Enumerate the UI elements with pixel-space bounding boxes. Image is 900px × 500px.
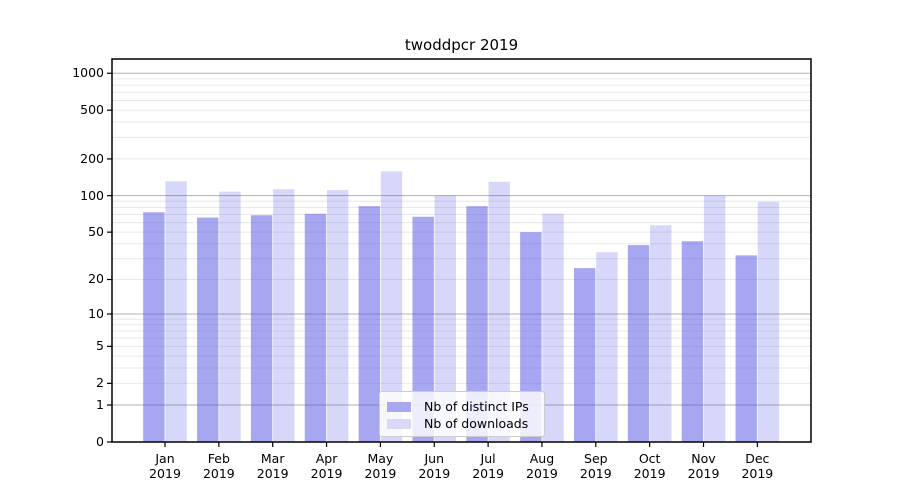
x-tick-year: 2019 (418, 466, 451, 481)
x-tick-label-dec: Dec 2019 (727, 451, 787, 481)
x-tick-label-jun: Jun 2019 (404, 451, 464, 481)
x-tick-label-nov: Nov 2019 (674, 451, 734, 481)
legend-label-distinct-ips: Nb of distinct IPs (424, 399, 529, 414)
y-tick-label-50: 50 (88, 224, 104, 240)
x-tick-month: Oct (638, 451, 661, 466)
y-tick-label-0: 0 (96, 434, 104, 449)
x-tick-month: Jun (424, 451, 445, 466)
x-tick-month: Dec (745, 451, 770, 466)
bar-distinct-ips-feb (197, 217, 219, 442)
x-tick-label-sep: Sep 2019 (566, 451, 626, 481)
legend-swatch-downloads (387, 418, 411, 429)
x-tick-label-jul: Jul 2019 (458, 451, 518, 481)
bar-distinct-ips-apr (304, 213, 327, 442)
x-tick-year: 2019 (256, 466, 289, 481)
x-tick-label-aug: Aug 2019 (512, 451, 572, 481)
y-tick-label-5: 5 (96, 338, 104, 354)
bar-downloads-jun (434, 195, 457, 442)
legend-item-downloads: Nb of downloads (380, 415, 544, 432)
legend-item-distinct-ips: Nb of distinct IPs (380, 398, 544, 415)
bar-downloads-dec (757, 201, 780, 442)
x-tick-year: 2019 (472, 466, 504, 481)
x-tick-label-may: May 2019 (350, 451, 410, 481)
bar-distinct-ips-jun (412, 216, 434, 442)
bar-downloads-feb (219, 191, 241, 442)
x-tick-label-apr: Apr 2019 (297, 451, 357, 481)
x-tick-month: Mar (260, 451, 285, 466)
bar-downloads-oct (650, 225, 672, 442)
bar-downloads-jul (488, 181, 510, 442)
y-tick-label-20: 20 (88, 271, 104, 287)
bar-downloads-nov (703, 195, 726, 442)
x-tick-year: 2019 (310, 466, 343, 481)
x-tick-year: 2019 (526, 466, 558, 481)
x-tick-month: May (367, 451, 394, 466)
y-tick-label-1: 1 (96, 397, 104, 412)
x-tick-label-mar: Mar 2019 (243, 451, 303, 481)
legend: Nb of distinct IPs Nb of downloads (379, 391, 545, 437)
x-tick-month: Feb (207, 451, 230, 466)
bar-distinct-ips-nov (681, 241, 704, 442)
x-tick-year: 2019 (633, 466, 666, 481)
bar-distinct-ips-may (358, 206, 380, 442)
bar-distinct-ips-jan (143, 212, 165, 442)
bar-distinct-ips-oct (627, 245, 650, 442)
x-tick-year: 2019 (687, 466, 720, 481)
y-tick-label-500: 500 (80, 102, 104, 118)
bar-downloads-may (380, 171, 403, 442)
y-tick-label-100: 100 (80, 187, 104, 203)
bar-distinct-ips-dec (735, 255, 757, 442)
x-tick-year: 2019 (364, 466, 397, 481)
bar-distinct-ips-jul (466, 206, 488, 442)
x-tick-label-oct: Oct 2019 (620, 451, 680, 481)
bar-distinct-ips-sep (574, 268, 596, 442)
x-tick-month: Sep (584, 451, 608, 466)
axes-border (111, 58, 812, 443)
bar-downloads-sep (596, 252, 618, 442)
y-tick-label-1000: 1000 (72, 65, 104, 81)
y-tick-label-200: 200 (80, 150, 104, 166)
bar-downloads-apr (326, 190, 349, 442)
x-tick-year: 2019 (579, 466, 612, 481)
x-tick-year: 2019 (149, 466, 181, 481)
legend-label-downloads: Nb of downloads (424, 416, 529, 431)
y-tick-label-2: 2 (96, 375, 104, 391)
x-tick-label-jan: Jan 2019 (135, 451, 195, 481)
chart-title: twoddpcr 2019 (404, 36, 519, 54)
bar-distinct-ips-aug (520, 232, 542, 442)
bar-distinct-ips-mar (250, 215, 273, 442)
x-tick-month: Jan (155, 451, 175, 466)
bar-downloads-aug (542, 213, 564, 442)
legend-swatch-distinct-ips (387, 401, 411, 412)
x-tick-year: 2019 (741, 466, 774, 481)
x-tick-month: Jul (480, 451, 496, 466)
y-tick-label-10: 10 (88, 306, 104, 321)
bar-downloads-mar (273, 189, 295, 442)
x-tick-month: Aug (529, 451, 555, 466)
x-tick-year: 2019 (202, 466, 235, 481)
bar-downloads-jan (165, 181, 187, 442)
x-tick-label-feb: Feb 2019 (189, 451, 249, 481)
x-tick-month: Apr (315, 451, 338, 466)
x-tick-month: Nov (691, 451, 716, 466)
